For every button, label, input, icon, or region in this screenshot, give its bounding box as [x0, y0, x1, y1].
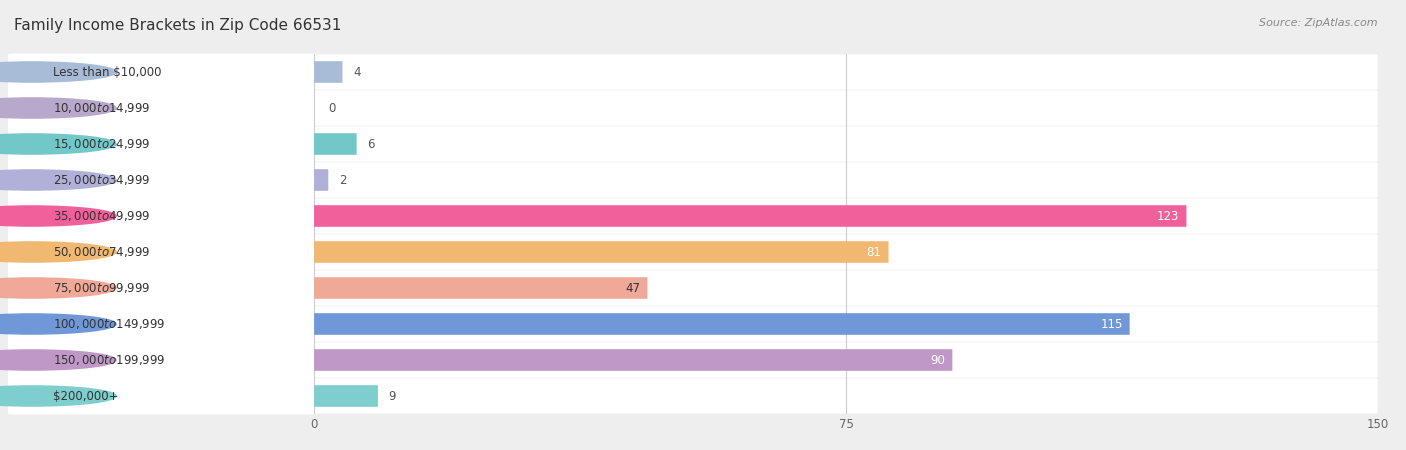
- FancyBboxPatch shape: [8, 54, 321, 90]
- Circle shape: [0, 206, 117, 226]
- FancyBboxPatch shape: [8, 90, 321, 126]
- FancyBboxPatch shape: [8, 198, 321, 234]
- FancyBboxPatch shape: [314, 205, 1187, 227]
- Circle shape: [0, 350, 117, 370]
- FancyBboxPatch shape: [314, 133, 357, 155]
- FancyBboxPatch shape: [314, 162, 1378, 198]
- Circle shape: [0, 98, 117, 118]
- FancyBboxPatch shape: [314, 61, 343, 83]
- Text: 0: 0: [328, 102, 336, 114]
- FancyBboxPatch shape: [314, 169, 328, 191]
- FancyBboxPatch shape: [8, 270, 321, 306]
- Text: $150,000 to $199,999: $150,000 to $199,999: [53, 353, 166, 367]
- FancyBboxPatch shape: [8, 126, 321, 162]
- Text: $15,000 to $24,999: $15,000 to $24,999: [53, 137, 150, 151]
- Text: $35,000 to $49,999: $35,000 to $49,999: [53, 209, 150, 223]
- FancyBboxPatch shape: [314, 385, 378, 407]
- FancyBboxPatch shape: [314, 349, 952, 371]
- Circle shape: [0, 314, 117, 334]
- FancyBboxPatch shape: [8, 306, 321, 342]
- FancyBboxPatch shape: [314, 306, 1378, 342]
- Text: $10,000 to $14,999: $10,000 to $14,999: [53, 101, 150, 115]
- Text: 81: 81: [866, 246, 882, 258]
- Text: Family Income Brackets in Zip Code 66531: Family Income Brackets in Zip Code 66531: [14, 18, 342, 33]
- FancyBboxPatch shape: [314, 378, 1378, 414]
- FancyBboxPatch shape: [314, 241, 889, 263]
- Text: Source: ZipAtlas.com: Source: ZipAtlas.com: [1260, 18, 1378, 28]
- Text: Less than $10,000: Less than $10,000: [53, 66, 162, 78]
- Text: $50,000 to $74,999: $50,000 to $74,999: [53, 245, 150, 259]
- FancyBboxPatch shape: [8, 162, 321, 198]
- Text: 4: 4: [353, 66, 360, 78]
- Circle shape: [0, 386, 117, 406]
- FancyBboxPatch shape: [8, 342, 321, 378]
- Text: 123: 123: [1157, 210, 1180, 222]
- Text: 6: 6: [367, 138, 375, 150]
- Text: 47: 47: [626, 282, 640, 294]
- Circle shape: [0, 170, 117, 190]
- Text: $75,000 to $99,999: $75,000 to $99,999: [53, 281, 150, 295]
- FancyBboxPatch shape: [314, 234, 1378, 270]
- FancyBboxPatch shape: [8, 234, 321, 270]
- Circle shape: [0, 278, 117, 298]
- FancyBboxPatch shape: [314, 270, 1378, 306]
- Text: 9: 9: [388, 390, 396, 402]
- Text: 115: 115: [1101, 318, 1122, 330]
- Text: 2: 2: [339, 174, 346, 186]
- FancyBboxPatch shape: [314, 198, 1378, 234]
- Text: $25,000 to $34,999: $25,000 to $34,999: [53, 173, 150, 187]
- Text: $100,000 to $149,999: $100,000 to $149,999: [53, 317, 166, 331]
- FancyBboxPatch shape: [314, 54, 1378, 90]
- FancyBboxPatch shape: [314, 342, 1378, 378]
- Circle shape: [0, 134, 117, 154]
- FancyBboxPatch shape: [314, 126, 1378, 162]
- Circle shape: [0, 62, 117, 82]
- Text: $200,000+: $200,000+: [53, 390, 118, 402]
- FancyBboxPatch shape: [314, 90, 1378, 126]
- FancyBboxPatch shape: [314, 313, 1129, 335]
- Text: 90: 90: [931, 354, 945, 366]
- FancyBboxPatch shape: [8, 378, 321, 414]
- Circle shape: [0, 242, 117, 262]
- FancyBboxPatch shape: [314, 277, 647, 299]
